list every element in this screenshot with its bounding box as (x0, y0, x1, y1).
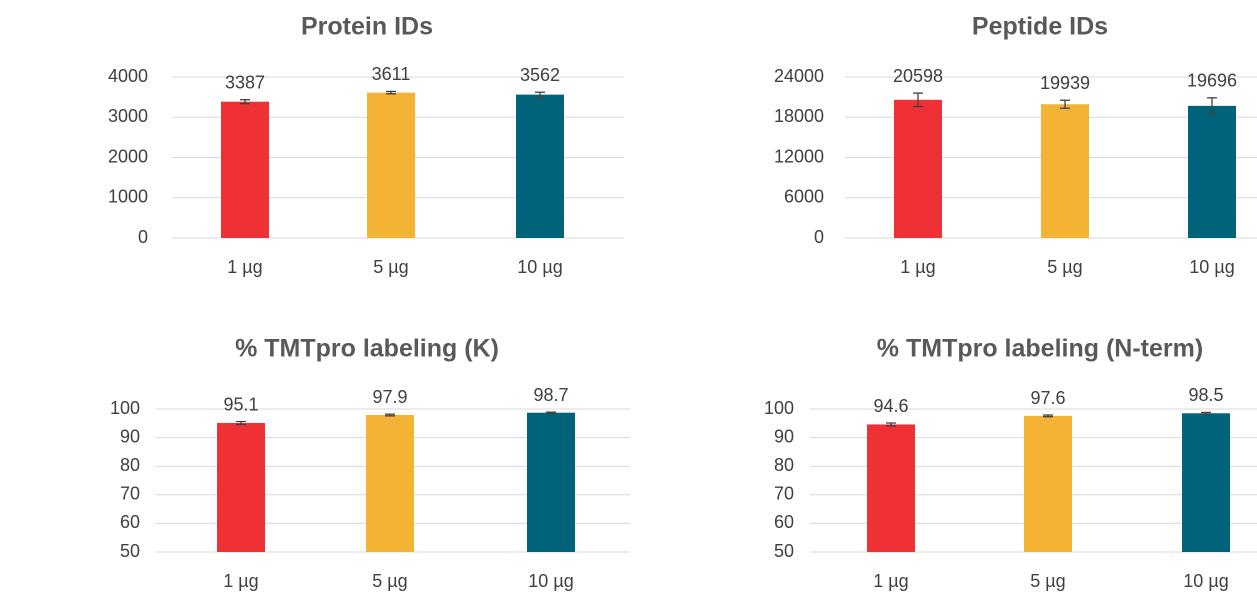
bar (527, 412, 575, 552)
y-tick-label: 80 (774, 455, 794, 475)
error-bar (1060, 99, 1070, 109)
y-tick-label: 90 (774, 426, 794, 446)
chart-title: % TMTpro labeling (K) (235, 335, 499, 363)
bar (894, 99, 942, 238)
bar (366, 415, 414, 552)
error-bar (1043, 414, 1053, 418)
y-tick-label: 12000 (774, 146, 824, 166)
error-bar (385, 413, 395, 417)
y-tick-label: 24000 (774, 66, 824, 86)
x-tick-label: 5 µg (373, 257, 408, 277)
bar (1041, 104, 1089, 238)
y-tick-label: 50 (774, 541, 794, 561)
x-tick-label: 10 µg (517, 257, 562, 277)
data-label: 3387 (225, 72, 265, 92)
x-tick-label: 10 µg (528, 571, 573, 591)
chart-title: Peptide IDs (972, 13, 1108, 41)
y-tick-label: 50 (120, 541, 140, 561)
x-tick-label: 1 µg (223, 571, 258, 591)
y-tick-label: 18000 (774, 106, 824, 126)
y-tick-label: 80 (120, 455, 140, 475)
y-tick-label: 60 (120, 512, 140, 532)
data-label: 98.7 (533, 385, 568, 405)
y-tick-label: 0 (138, 227, 148, 247)
error-bar (886, 422, 896, 427)
error-bar (1201, 411, 1211, 415)
data-label: 19696 (1187, 71, 1237, 91)
x-tick-label: 5 µg (372, 571, 407, 591)
error-bar (236, 420, 246, 426)
bar (867, 424, 915, 552)
data-label: 3611 (372, 64, 411, 84)
data-label: 20598 (893, 66, 943, 86)
data-label: 98.5 (1188, 385, 1223, 405)
data-label: 94.6 (873, 396, 908, 416)
y-tick-label: 100 (764, 398, 794, 418)
data-label: 97.6 (1030, 388, 1065, 408)
bar (516, 94, 564, 238)
y-tick-label: 1000 (108, 187, 148, 207)
error-bar (240, 99, 250, 105)
y-tick-label: 0 (814, 227, 824, 247)
y-tick-label: 70 (774, 484, 794, 504)
chart-title: % TMTpro labeling (N-term) (877, 335, 1203, 363)
x-tick-label: 1 µg (900, 257, 935, 277)
data-label: 3562 (520, 65, 560, 85)
y-tick-label: 3000 (108, 106, 148, 126)
bar (1188, 105, 1236, 238)
x-tick-label: 1 µg (873, 571, 908, 591)
error-bar (386, 90, 396, 95)
y-tick-label: 70 (120, 484, 140, 504)
x-tick-label: 1 µg (227, 257, 262, 277)
error-bar (913, 92, 923, 108)
x-tick-label: 5 µg (1047, 257, 1082, 277)
bar (221, 101, 269, 238)
data-label: 97.9 (372, 387, 407, 407)
x-tick-label: 5 µg (1030, 571, 1065, 591)
bar (1024, 415, 1072, 552)
y-tick-label: 2000 (108, 146, 148, 166)
bar (217, 423, 265, 552)
y-tick-label: 4000 (108, 66, 148, 86)
bar (367, 92, 415, 238)
chart-title: Protein IDs (301, 13, 433, 41)
y-tick-label: 100 (110, 398, 140, 418)
x-tick-label: 10 µg (1189, 257, 1234, 277)
error-bar (535, 91, 545, 98)
error-bar (1207, 97, 1217, 115)
x-tick-label: 10 µg (1183, 571, 1228, 591)
y-tick-label: 90 (120, 426, 140, 446)
data-label: 95.1 (223, 394, 258, 414)
bar (1182, 413, 1230, 552)
y-tick-label: 60 (774, 512, 794, 532)
error-bar (546, 411, 556, 414)
data-label: 19939 (1040, 73, 1090, 93)
y-tick-label: 6000 (784, 187, 824, 207)
